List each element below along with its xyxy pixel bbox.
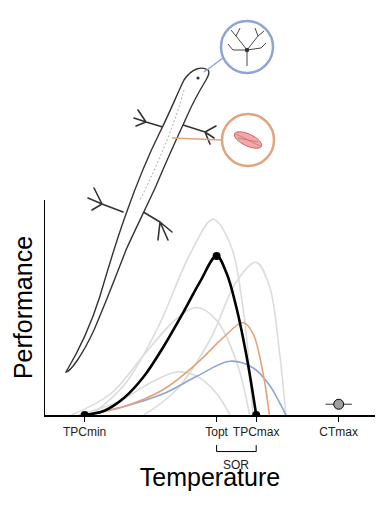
- svg-text:Topt: Topt: [205, 425, 228, 439]
- svg-text:Performance: Performance: [9, 236, 37, 379]
- svg-text:Temperature: Temperature: [140, 463, 280, 491]
- svg-text:TPCmin: TPCmin: [63, 425, 106, 439]
- svg-text:TPCmax: TPCmax: [233, 425, 280, 439]
- svg-text:SOR: SOR: [223, 458, 249, 472]
- svg-text:CTmax: CTmax: [319, 425, 358, 439]
